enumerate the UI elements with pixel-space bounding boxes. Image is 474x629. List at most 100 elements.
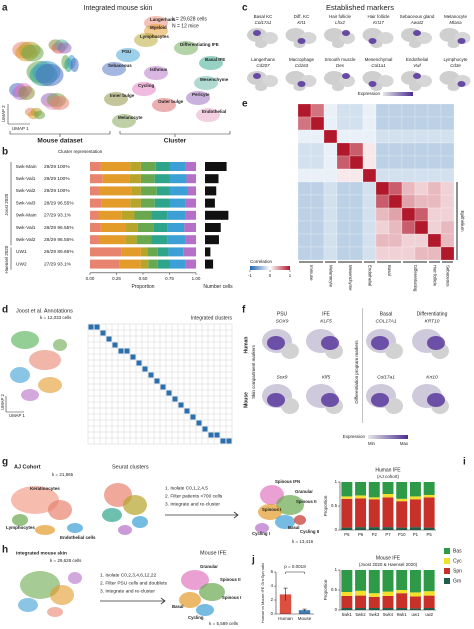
umap-cluster (262, 32, 278, 44)
bar-segment (355, 498, 367, 528)
heatmap-cell (375, 220, 390, 235)
heatmap-cell (427, 194, 442, 209)
bar-segment (134, 210, 152, 220)
umap-cluster (447, 40, 460, 48)
umap-cluster (385, 343, 403, 359)
heatmap-cell (388, 207, 403, 222)
match-cell (184, 408, 190, 414)
cluster-label: Sebaceous (108, 63, 132, 68)
heatmap-cell (310, 207, 325, 222)
representation-label: 29/29 100% (44, 164, 70, 170)
heatmap-cell (349, 142, 364, 157)
match-cell (118, 348, 124, 354)
y-tick-label: 9wk-Main (16, 213, 37, 219)
cluster-label: Myeloid (150, 25, 167, 30)
bar-segment (90, 259, 120, 269)
heatmap-cell (297, 155, 312, 170)
heatmap-cell (336, 246, 351, 261)
label: Cycling II (300, 529, 319, 534)
heatmap-cell (323, 194, 338, 209)
color-scale (368, 435, 408, 439)
x-tick-label: P1 (413, 532, 419, 537)
heatmap-cell (401, 194, 416, 209)
panel-letter: g (2, 457, 8, 468)
group-label: Sebaceous (445, 265, 450, 287)
bar-segment (341, 570, 353, 592)
heatmap-cell (388, 168, 403, 183)
group-label: Haensel 2020 (4, 245, 9, 273)
heatmap-cell (401, 103, 416, 118)
umap-cluster (10, 367, 30, 383)
bar-segment (140, 186, 157, 196)
bar-segment (409, 596, 421, 609)
bar-segment (396, 608, 408, 610)
heatmap-cell (401, 142, 416, 157)
y-tick-label: 5wk-Main (16, 164, 37, 170)
bar-segment (423, 595, 435, 608)
label: Sebaceous gland (400, 14, 435, 19)
representation-label: 28/29 96.55% (44, 225, 74, 231)
x-tick-label: P6 (358, 532, 364, 537)
panel-letter: b (2, 147, 8, 158)
heatmap-cell (427, 129, 442, 144)
bar-segment (409, 496, 421, 500)
y-tick-label: 5wk-Val3 (16, 200, 36, 206)
heatmap-cell (323, 207, 338, 222)
umap-cluster (267, 336, 285, 350)
heatmap-cell (375, 207, 390, 222)
bar-segment (129, 174, 141, 184)
heatmap-cell (323, 142, 338, 157)
heatmap-cell (440, 129, 455, 144)
umap-cluster (281, 398, 299, 414)
axis-label: Number cells (203, 284, 233, 290)
heatmap-cell (336, 116, 351, 131)
bar-segment (155, 162, 170, 171)
label: Cluster representation (58, 149, 103, 154)
x-tick-label: 0.75 (165, 276, 174, 281)
label: Seurat clusters (112, 464, 149, 470)
y-tick-label: 0 (335, 607, 338, 612)
bar-segment (183, 247, 196, 257)
label: k = 29,628 cells (50, 558, 82, 563)
bar-segment (102, 174, 130, 184)
umap-cluster (47, 607, 63, 617)
bar-segment (409, 499, 421, 528)
heatmap-cell (414, 220, 429, 235)
y-tick-label: 4 (271, 583, 274, 588)
bar-segment (409, 608, 421, 610)
heatmap-cell (375, 142, 390, 157)
bar-segment (382, 591, 394, 596)
y-tick-label: UW2 (16, 261, 27, 267)
heatmap-cell (362, 181, 377, 196)
x-tick-label: P8 (344, 532, 350, 537)
heatmap-cell (297, 116, 312, 131)
bar-segment (130, 162, 141, 171)
panel-letter: f (242, 305, 246, 316)
label: Klf5 (322, 374, 331, 380)
representation-label: 28/29 96.55% (44, 237, 74, 243)
heatmap-cell (336, 155, 351, 170)
legend-swatch (444, 548, 450, 554)
bar-segment (126, 223, 138, 232)
match-cell (142, 366, 148, 372)
label: Lymphocyte (443, 57, 468, 62)
heatmap-cell (388, 116, 403, 131)
group-label: Differentiating (413, 265, 418, 292)
umap-cluster (21, 44, 44, 62)
arrow (165, 511, 239, 519)
match-cell (160, 384, 166, 390)
bar-segment (382, 497, 394, 528)
x-tick-label: uw2 (425, 612, 433, 617)
heatmap-cell (427, 168, 442, 183)
bar-segment (341, 527, 353, 530)
umap-cluster (18, 86, 35, 100)
match-cell (148, 372, 154, 378)
heatmap-cell (310, 155, 325, 170)
umap-cluster (11, 331, 39, 349)
label: Cd163 (295, 63, 309, 68)
bar-segment (140, 259, 149, 269)
heatmap-cell (349, 233, 364, 248)
bar-segment (98, 210, 122, 220)
y-tick-label: 9wk-Val2 (16, 237, 36, 243)
bar-segment (185, 235, 196, 245)
